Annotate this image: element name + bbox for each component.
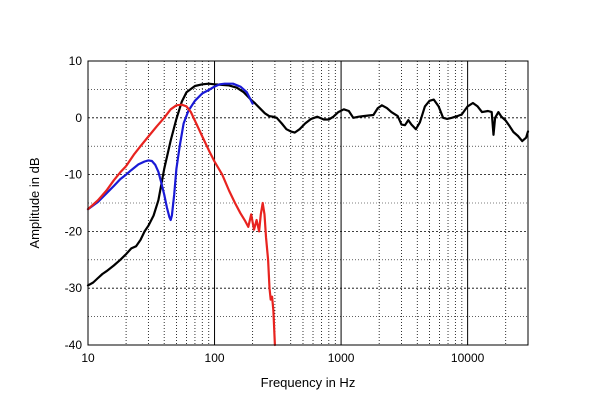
y-tick-labels: 10 0 -10 -20 -30 -40 (65, 54, 83, 352)
x-tick-label: 10 (81, 351, 95, 365)
x-axis-label: Frequency in Hz (261, 375, 356, 390)
y-axis-label: Amplitude in dB (27, 157, 42, 248)
x-tick-label: 10000 (451, 351, 485, 365)
y-tick-label: 10 (69, 54, 83, 68)
x-tick-label: 100 (205, 351, 225, 365)
y-tick-label: -10 (65, 168, 83, 182)
y-tick-label: -20 (65, 224, 83, 238)
y-tick-label: -40 (65, 338, 83, 352)
series-line-1 (86, 82, 530, 287)
y-tick-label: -30 (65, 281, 83, 295)
y-tick-label: 0 (75, 111, 82, 125)
minor-gridlines (88, 61, 529, 345)
series-line-3 (86, 103, 276, 347)
x-tick-label: 1000 (328, 351, 355, 365)
x-tick-labels: 10 100 1000 10000 (81, 351, 484, 365)
plot-frame (87, 60, 529, 346)
plot-series (86, 82, 530, 347)
series-line-2 (86, 82, 254, 222)
